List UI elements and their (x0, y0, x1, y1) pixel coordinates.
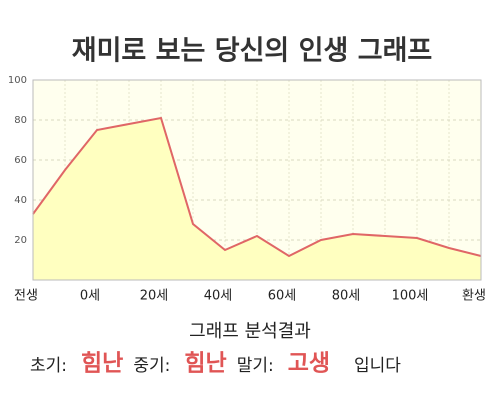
area (33, 118, 481, 280)
analysis-result: 초기: 힘난 중기: 힘난 말기: 고생 입니다 (30, 351, 401, 377)
chart-title: 재미로 보는 당신의 인생 그래프 (72, 36, 433, 67)
x-tick-label: 100세 (392, 289, 429, 304)
line (32, 116, 482, 258)
analysis-title: 그래프 분석결과 (189, 321, 311, 342)
result-label: 초기: (30, 356, 67, 376)
y-tick-label: 80 (14, 115, 27, 126)
y-tick-label: 40 (14, 195, 27, 206)
x-tick-label: 60세 (268, 289, 297, 304)
result-suffix: 입니다 (354, 356, 401, 376)
x-tick-label: 환생 (462, 289, 486, 304)
x-tick-label: 40세 (204, 289, 233, 304)
y-tick-label: 100 (8, 75, 27, 86)
result-label: 중기: (133, 356, 170, 376)
result-label: 말기: (237, 356, 274, 376)
result-value: 힘난 (184, 351, 226, 377)
y-tick-label: 60 (14, 155, 27, 166)
result-value: 힘난 (81, 351, 123, 377)
x-tick-label: 전생 (14, 289, 38, 304)
x-tick-label: 0세 (80, 289, 100, 304)
plot-frame (32, 79, 482, 281)
x-tick-label: 80세 (332, 289, 361, 304)
result-value: 고생 (288, 351, 330, 377)
x-tick-label: 20세 (140, 289, 169, 304)
y-tick-label: 20 (14, 235, 27, 246)
